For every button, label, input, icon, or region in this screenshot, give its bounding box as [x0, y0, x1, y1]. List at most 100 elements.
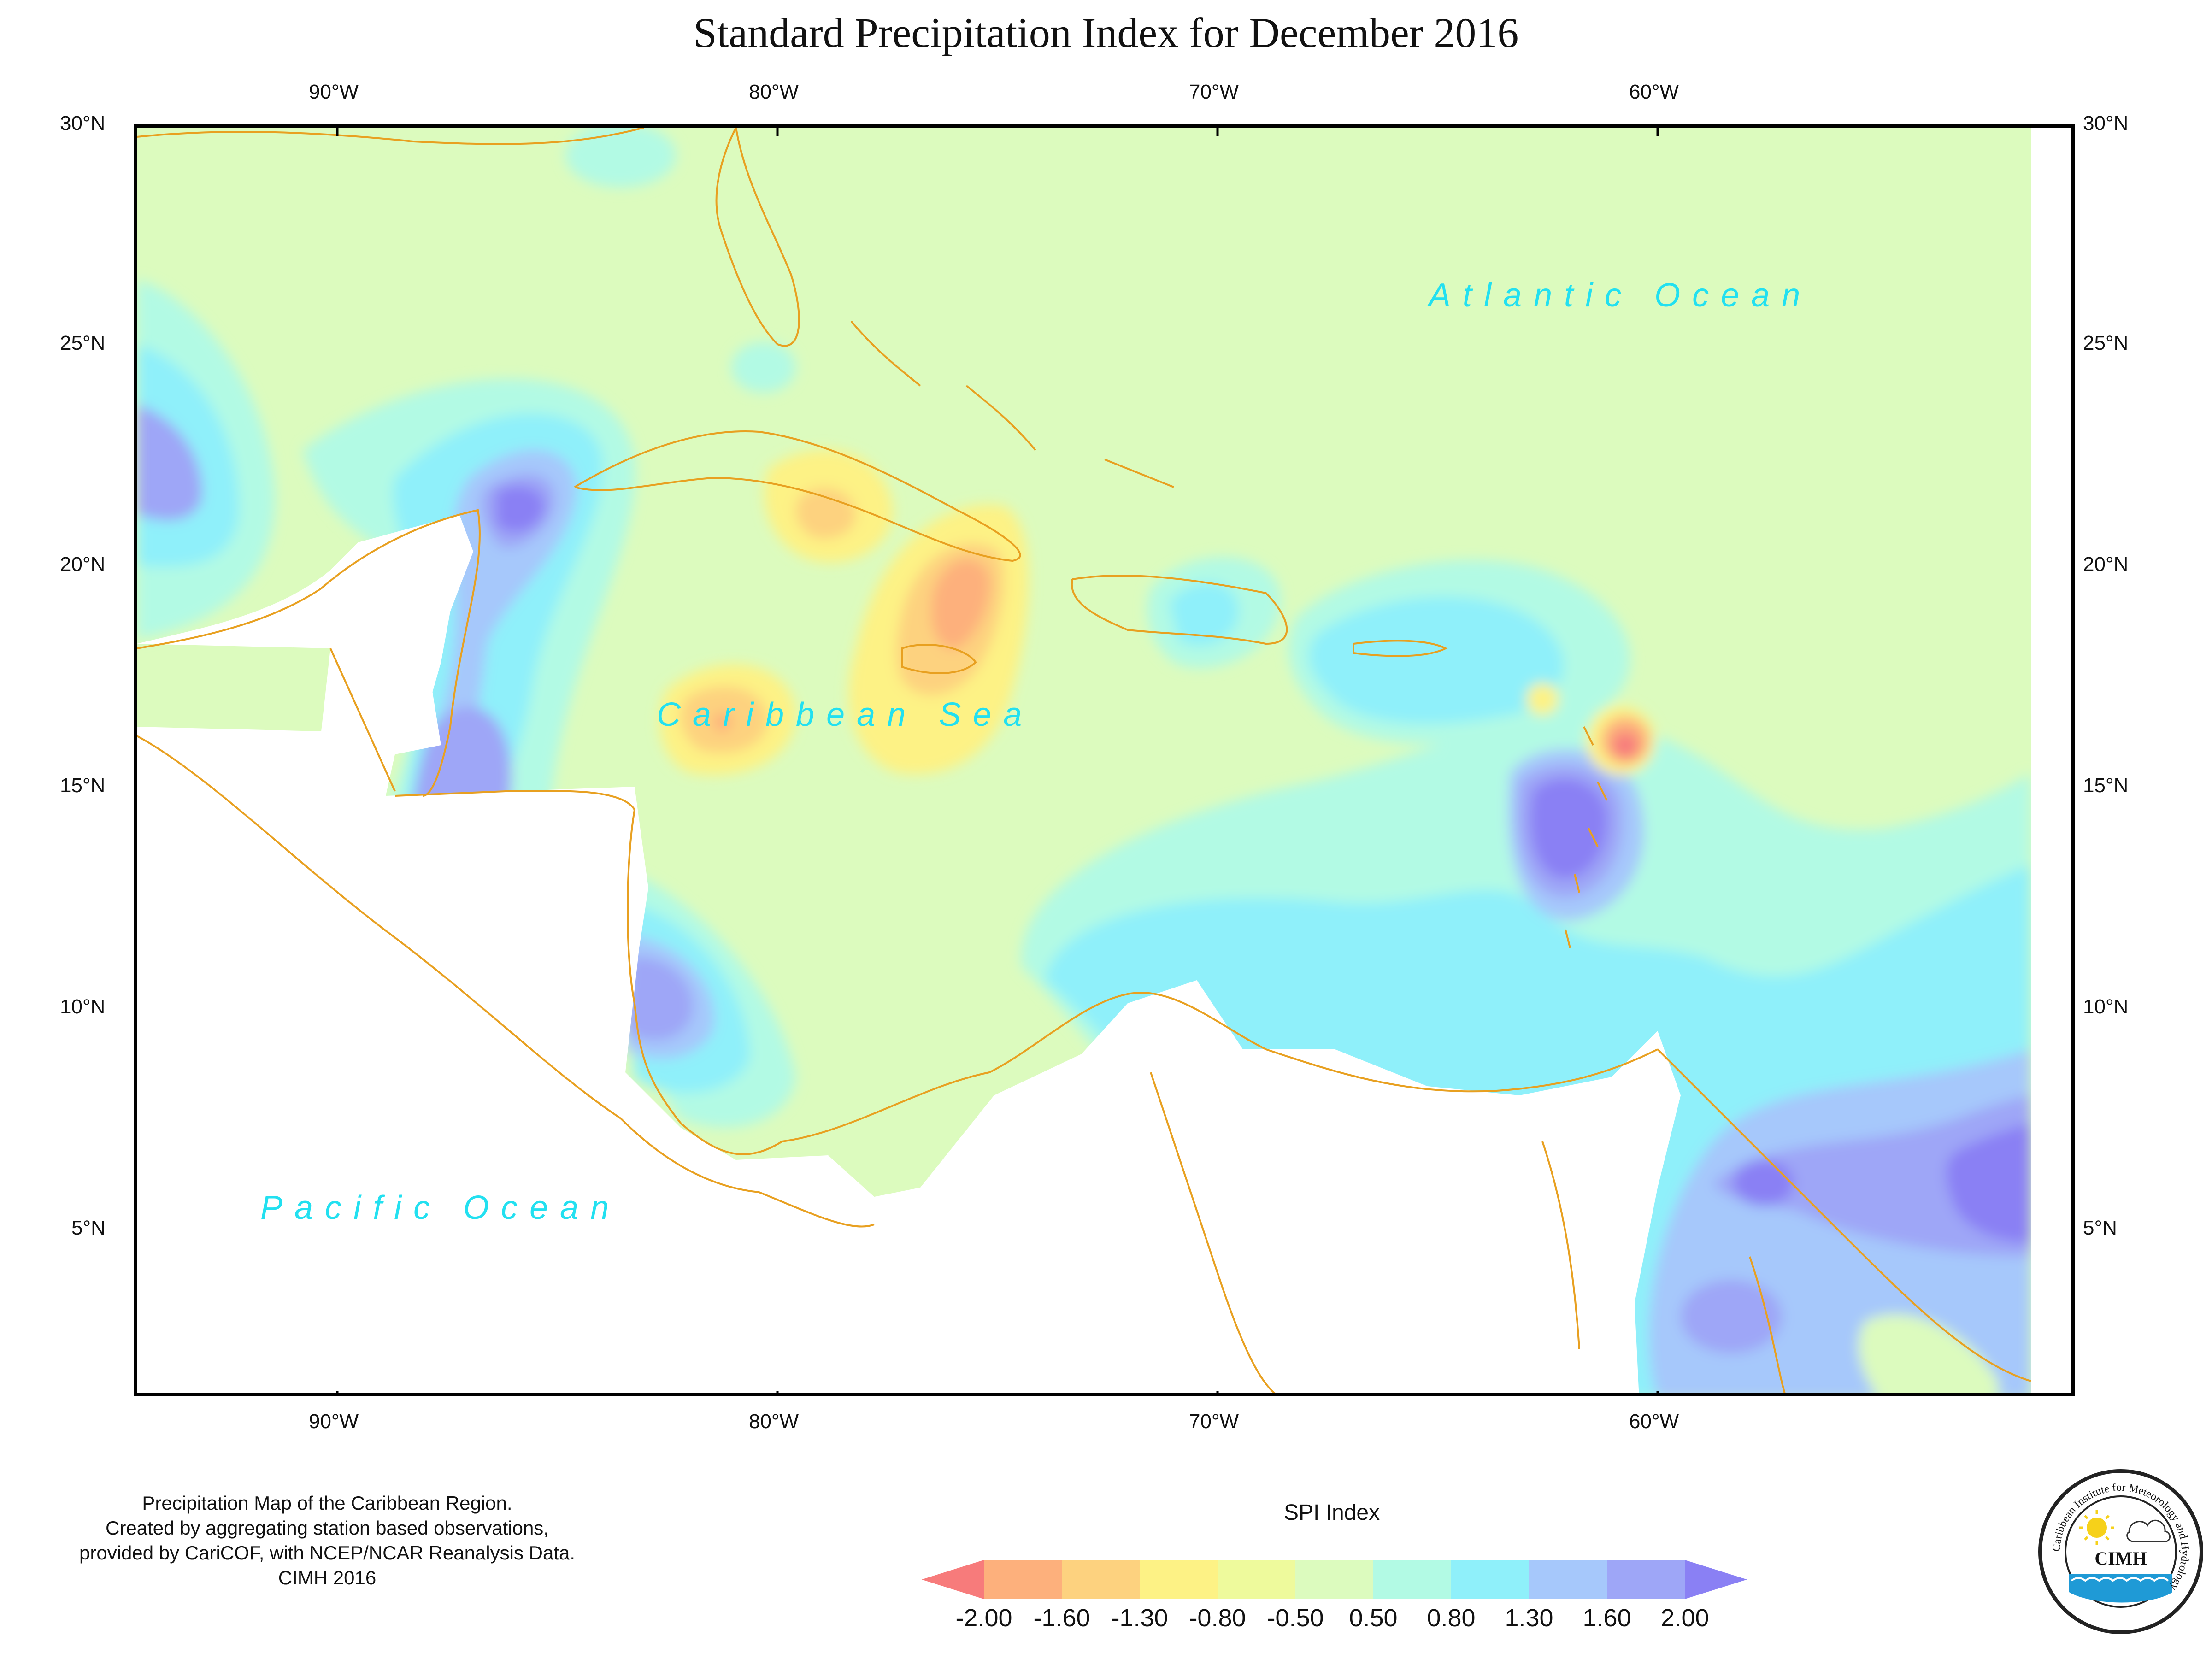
lon-label-top-60w: 60°W: [1629, 81, 1679, 103]
contour-antilles-dark: [1530, 778, 1608, 879]
coast-venezuela-interior: [1150, 1072, 1276, 1393]
lat-label-left-5n: 5°N: [71, 1217, 106, 1239]
contour-guiana-dark-west: [1734, 1160, 1794, 1206]
coast-florida: [715, 128, 800, 347]
coast-cuba: [574, 430, 1021, 562]
lon-label-bottom-80w: 80°W: [749, 1410, 799, 1433]
logo-sun-rays-icon: [2079, 1510, 2114, 1545]
land-central-america: [137, 630, 1681, 1393]
logo-sun-icon: [2087, 1518, 2107, 1538]
coast-hispaniola: [1071, 574, 1288, 645]
lat-label-left-25n: 25°N: [60, 332, 106, 354]
cimh-logo: CIMH Caribbean Institute for Meteorology…: [2038, 1469, 2203, 1634]
coastlines: [137, 128, 2031, 1393]
map-title: Standard Precipitation Index for Decembe…: [693, 9, 1519, 56]
legend-value-label: 1.30: [1505, 1604, 1553, 1632]
contour-guyana-blue: [1681, 1280, 1782, 1353]
lat-label-left-20n: 20°N: [60, 553, 106, 576]
legend-value-label: -1.60: [1033, 1604, 1090, 1632]
legend-value-label: 0.80: [1427, 1604, 1476, 1632]
caption-line-1: Precipitation Map of the Caribbean Regio…: [142, 1492, 512, 1514]
logo-name: CIMH: [2094, 1548, 2147, 1569]
contour-florida-top-light: [565, 128, 676, 188]
contour-nicaragua-blue: [625, 957, 694, 1041]
lat-label-right-30n: 30°N: [2083, 112, 2129, 135]
contour-hispaniola-cyan: [1169, 582, 1239, 646]
coast-central-america-pac: [137, 735, 875, 1228]
legend-value-label: 0.50: [1349, 1604, 1398, 1632]
caption-line-3: provided by CariCOF, with NCEP/NCAR Rean…: [79, 1542, 576, 1564]
legend-swatch: [1373, 1560, 1451, 1599]
legend-value-label: 1.60: [1583, 1604, 1631, 1632]
legend-swatch: [1451, 1560, 1529, 1599]
lat-label-right-25n: 25°N: [2083, 332, 2129, 354]
map-caption: Precipitation Map of the Caribbean Regio…: [28, 1491, 627, 1590]
legend-swatch: [1529, 1560, 1607, 1599]
coast-yucatan: [137, 509, 481, 797]
coast-suriname-border: [1749, 1256, 1786, 1393]
legend-value-label: 2.00: [1660, 1604, 1709, 1632]
contour-frguiana-light: [1858, 1314, 1999, 1393]
coast-lesser-antilles: [1565, 726, 1608, 948]
contour-gulf-west-blue: [137, 404, 202, 521]
contour-antigua-yellow: [1526, 683, 1559, 715]
legend-swatch: [1295, 1560, 1373, 1599]
lat-label-right-20n: 20°N: [2083, 553, 2129, 576]
land-yucatan-mask: [137, 515, 473, 741]
logo-waves-icon: [2071, 1577, 2169, 1582]
logo-water-icon: [2069, 1574, 2172, 1603]
contour-guiana-dark-east: [1946, 1123, 2031, 1243]
legend-value-label: -1.30: [1111, 1604, 1168, 1632]
caption-line-4: CIMH 2016: [278, 1567, 377, 1588]
legend-swatch: [1140, 1560, 1218, 1599]
atlantic-ocean-label: Atlantic Ocean: [1429, 277, 1812, 314]
lat-label-right-5n: 5°N: [2083, 1217, 2117, 1239]
legend-swatch: [1607, 1560, 1685, 1599]
lat-label-right-15n: 15°N: [2083, 774, 2129, 797]
legend-value-label: -0.50: [1267, 1604, 1324, 1632]
coast-bahamas: [850, 320, 1174, 488]
lat-label-left-10n: 10°N: [60, 995, 106, 1018]
logo-cloud-icon: [2126, 1519, 2171, 1542]
map-panel[interactable]: [134, 124, 2075, 1396]
contour-jamaica-core: [931, 559, 990, 649]
pacific-ocean-label: Pacific Ocean: [260, 1189, 621, 1226]
coast-central-america-carib: [394, 790, 783, 1155]
contour-prv-cyan: [1309, 596, 1564, 724]
coast-jamaica: [901, 643, 977, 674]
land-masks: [137, 128, 2071, 1393]
legend-swatch-arrow-high: [1685, 1560, 1747, 1599]
lon-label-top-80w: 80°W: [749, 81, 799, 103]
contour-bahamas-light: [731, 342, 796, 393]
lon-label-bottom-60w: 60°W: [1629, 1410, 1679, 1433]
caption-line-2: Created by aggregating station based obs…: [106, 1517, 549, 1539]
caribbean-sea-label: Caribbean Sea: [657, 696, 1034, 733]
legend-swatch-arrow-low: [922, 1560, 984, 1599]
legend-colorbar: [922, 1560, 1747, 1599]
legend-swatch: [1062, 1560, 1140, 1599]
legend-title: SPI Index: [1283, 1500, 1380, 1525]
contour-guiana-blue: [1713, 1095, 2031, 1257]
coast-guyana-border: [1541, 1141, 1580, 1349]
lon-label-top-90w: 90°W: [309, 81, 359, 103]
legend-swatches: [922, 1560, 1747, 1599]
coast-puerto-rico: [1353, 640, 1448, 657]
lon-label-bottom-70w: 70°W: [1189, 1410, 1239, 1433]
graticule-ticks: [336, 128, 1659, 1393]
coast-south-america-north: [782, 992, 1658, 1142]
lon-label-top-70w: 70°W: [1189, 81, 1239, 103]
land-right-strip: [2031, 128, 2071, 1393]
contour-martinique-red: [1612, 732, 1638, 758]
legend-value-label: -2.00: [955, 1604, 1012, 1632]
legend-swatch: [984, 1560, 1062, 1599]
lon-label-bottom-90w: 90°W: [309, 1410, 359, 1433]
contour-central-cuba-orange: [796, 488, 856, 539]
lat-label-left-30n: 30°N: [60, 112, 106, 135]
lat-label-right-10n: 10°N: [2083, 995, 2129, 1018]
coast-gulf-north: [137, 128, 644, 145]
legend-swatch: [1218, 1560, 1295, 1599]
spi-map-svg: [137, 128, 2071, 1393]
contour-cayman-core: [713, 713, 731, 731]
contour-yucatan-dark: [496, 486, 544, 532]
coast-south-america-east: [1657, 1048, 2031, 1382]
